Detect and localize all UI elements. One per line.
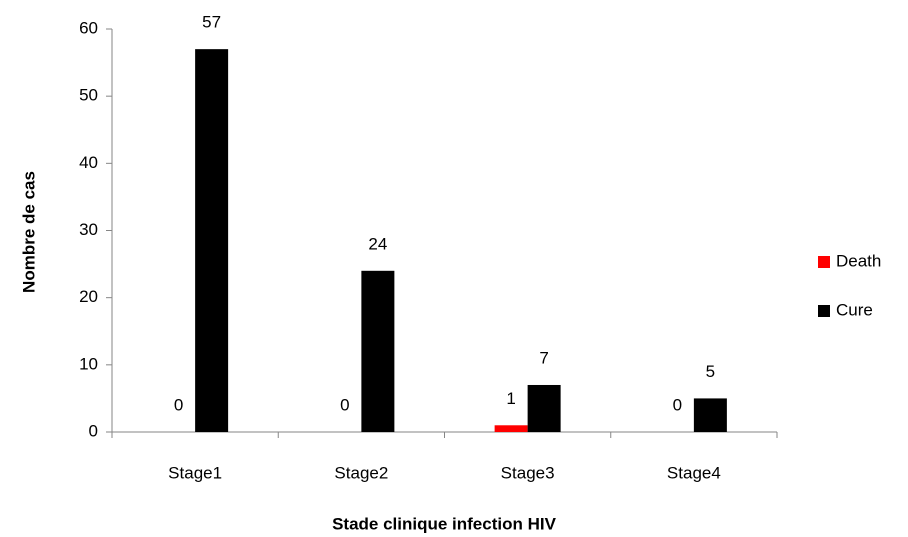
bar <box>693 398 727 432</box>
bar <box>494 425 528 432</box>
data-label: 0 <box>673 395 682 414</box>
y-axis-title: Nombre de cas <box>19 171 38 293</box>
legend-swatch <box>818 305 830 317</box>
y-tick-label: 0 <box>89 421 98 440</box>
y-tick-label: 30 <box>79 220 98 239</box>
bar <box>195 49 229 433</box>
y-tick-label: 20 <box>79 287 98 306</box>
legend-label: Death <box>836 251 881 270</box>
data-label: 7 <box>539 348 548 367</box>
legend-label: Cure <box>836 300 873 319</box>
y-tick-label: 60 <box>79 18 98 37</box>
x-axis-title: Stade clinique infection HIV <box>332 514 557 533</box>
data-label: 0 <box>174 395 183 414</box>
x-tick-label: Stage1 <box>168 463 222 482</box>
x-tick-label: Stage4 <box>667 463 721 482</box>
bar <box>527 384 561 432</box>
x-tick-label: Stage3 <box>501 463 555 482</box>
data-label: 57 <box>202 13 221 32</box>
x-tick-label: Stage2 <box>334 463 388 482</box>
data-label: 5 <box>706 362 715 381</box>
y-tick-label: 40 <box>79 153 98 172</box>
data-label: 24 <box>368 234 387 253</box>
y-tick-label: 50 <box>79 86 98 105</box>
data-label: 1 <box>506 389 515 408</box>
legend-swatch <box>818 256 830 268</box>
y-tick-label: 10 <box>79 354 98 373</box>
bar <box>361 270 395 432</box>
data-label: 0 <box>340 395 349 414</box>
